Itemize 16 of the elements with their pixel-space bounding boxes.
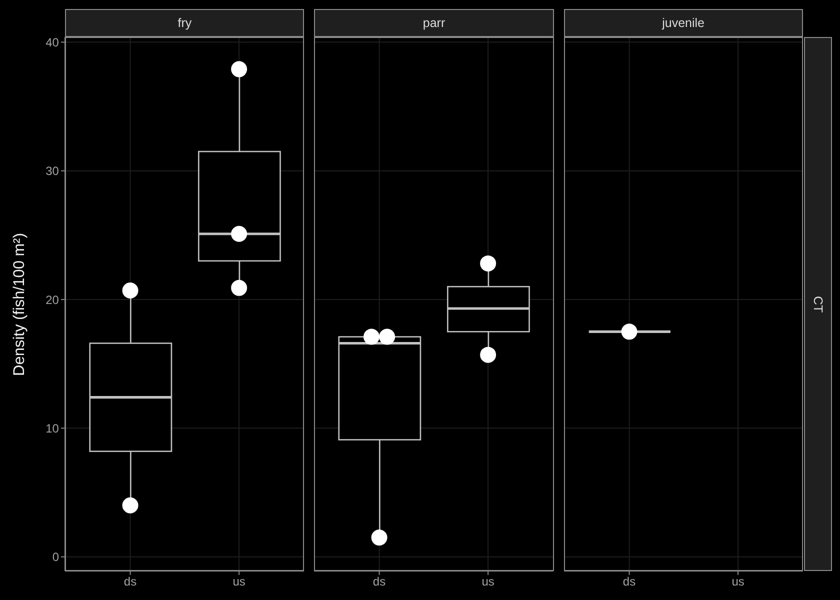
y-tick-label: 10 — [46, 421, 60, 436]
y-tick-label: 40 — [46, 35, 60, 50]
chart-title: fry — [178, 16, 192, 30]
chart-title: juvenile — [662, 16, 705, 30]
x-tick-label: us — [232, 574, 246, 589]
x-tick-label: us — [482, 574, 495, 589]
y-tick-label: 0 — [52, 550, 60, 564]
y-axis-title: Density (fish/100 m²) — [11, 232, 28, 376]
x-tick-label: us — [731, 574, 744, 589]
y-tick-label: 30 — [46, 164, 60, 178]
y-tick-label: 20 — [46, 292, 60, 307]
x-tick-label: ds — [373, 574, 386, 589]
x-tick-label: ds — [124, 574, 137, 589]
text: CT — [810, 296, 825, 312]
x-tick-label: ds — [622, 574, 636, 589]
chart-title: parr — [422, 16, 446, 30]
